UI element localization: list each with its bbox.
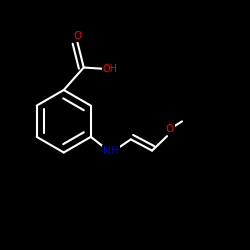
Text: NH: NH bbox=[103, 146, 118, 156]
Text: O: O bbox=[74, 31, 82, 41]
Text: O: O bbox=[166, 124, 174, 134]
Text: OH: OH bbox=[102, 64, 118, 74]
